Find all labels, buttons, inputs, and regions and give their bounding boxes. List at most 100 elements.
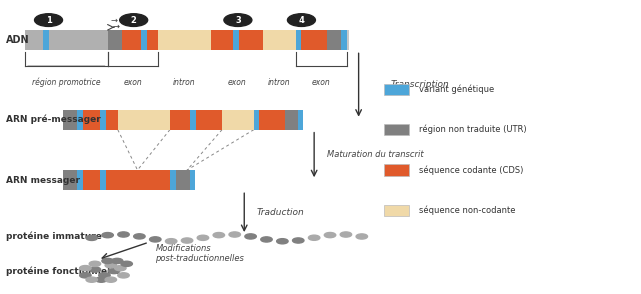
Text: intron: intron [173,78,196,87]
FancyBboxPatch shape [384,164,410,176]
Text: 2: 2 [131,16,137,25]
Text: variant génétique: variant génétique [419,85,494,94]
FancyBboxPatch shape [100,109,106,130]
Text: exon: exon [312,78,331,87]
Circle shape [197,235,209,240]
FancyBboxPatch shape [190,170,196,190]
Text: Modifications
post-traductionnelles: Modifications post-traductionnelles [155,244,244,263]
Circle shape [229,232,240,237]
Circle shape [308,235,320,240]
Circle shape [224,14,252,26]
FancyBboxPatch shape [296,30,301,50]
Circle shape [181,238,193,243]
Circle shape [261,237,272,242]
FancyBboxPatch shape [384,124,410,136]
Text: 3: 3 [235,16,241,25]
Text: région non traduite (UTR): région non traduite (UTR) [419,125,527,134]
FancyBboxPatch shape [384,83,410,95]
FancyBboxPatch shape [263,30,296,50]
Circle shape [115,265,126,271]
FancyBboxPatch shape [170,109,222,130]
FancyBboxPatch shape [210,30,263,50]
Circle shape [89,267,101,272]
Text: intron: intron [268,78,290,87]
Text: 1: 1 [46,16,51,25]
FancyBboxPatch shape [63,170,77,190]
Text: ARN pré-messager: ARN pré-messager [6,115,101,124]
FancyBboxPatch shape [285,109,297,130]
FancyBboxPatch shape [190,109,196,130]
Circle shape [134,234,145,239]
Text: Traduction: Traduction [257,208,304,217]
Circle shape [245,234,256,239]
Circle shape [287,14,315,26]
Text: séquence codante (CDS): séquence codante (CDS) [419,165,523,175]
Circle shape [165,239,177,244]
Circle shape [35,14,63,26]
Text: séquence non-codante: séquence non-codante [419,206,515,215]
Circle shape [112,258,123,263]
FancyBboxPatch shape [233,30,238,50]
Text: protéine fonctionnelle: protéine fonctionnelle [6,266,119,276]
FancyBboxPatch shape [63,109,77,130]
Circle shape [340,232,352,237]
Circle shape [213,233,224,238]
FancyBboxPatch shape [341,30,347,50]
Text: protéine immature: protéine immature [6,232,102,241]
Circle shape [79,273,91,278]
Text: Transcription: Transcription [390,81,449,89]
Circle shape [324,233,336,238]
FancyBboxPatch shape [170,170,176,190]
FancyBboxPatch shape [100,170,106,190]
Circle shape [89,261,101,266]
Circle shape [118,232,129,237]
FancyBboxPatch shape [158,30,210,50]
FancyBboxPatch shape [260,109,285,130]
FancyBboxPatch shape [254,109,260,130]
Circle shape [86,277,97,282]
Text: ADN: ADN [6,35,29,45]
Text: ARN messager: ARN messager [6,176,80,185]
Circle shape [99,273,110,278]
FancyBboxPatch shape [118,109,170,130]
Text: région promotrice: région promotrice [32,78,101,87]
Circle shape [118,273,129,278]
Text: →: → [110,16,117,25]
FancyBboxPatch shape [83,109,118,130]
FancyBboxPatch shape [118,170,170,190]
FancyBboxPatch shape [297,109,303,130]
Circle shape [102,233,113,238]
Circle shape [86,235,97,240]
Circle shape [120,14,147,26]
Circle shape [105,277,117,282]
FancyBboxPatch shape [141,30,147,50]
Circle shape [277,239,288,244]
FancyBboxPatch shape [83,170,118,190]
FancyBboxPatch shape [108,30,122,50]
Text: Maturation du transcrit: Maturation du transcrit [327,151,424,159]
Circle shape [96,277,107,282]
Circle shape [108,268,120,274]
FancyBboxPatch shape [25,30,349,50]
Circle shape [149,237,161,242]
FancyBboxPatch shape [77,109,83,130]
Circle shape [79,265,91,271]
FancyBboxPatch shape [176,170,190,190]
Circle shape [105,263,117,268]
Text: exon: exon [228,78,246,87]
FancyBboxPatch shape [25,30,108,50]
FancyBboxPatch shape [384,205,410,216]
Circle shape [121,261,133,266]
FancyBboxPatch shape [77,170,83,190]
FancyBboxPatch shape [122,30,158,50]
FancyBboxPatch shape [327,30,341,50]
Text: 4: 4 [299,16,304,25]
Text: exon: exon [124,78,142,87]
FancyBboxPatch shape [43,30,49,50]
Circle shape [292,238,304,243]
Circle shape [102,258,113,263]
FancyBboxPatch shape [301,30,327,50]
FancyBboxPatch shape [222,109,254,130]
Text: →: → [112,22,119,31]
Circle shape [356,234,367,239]
